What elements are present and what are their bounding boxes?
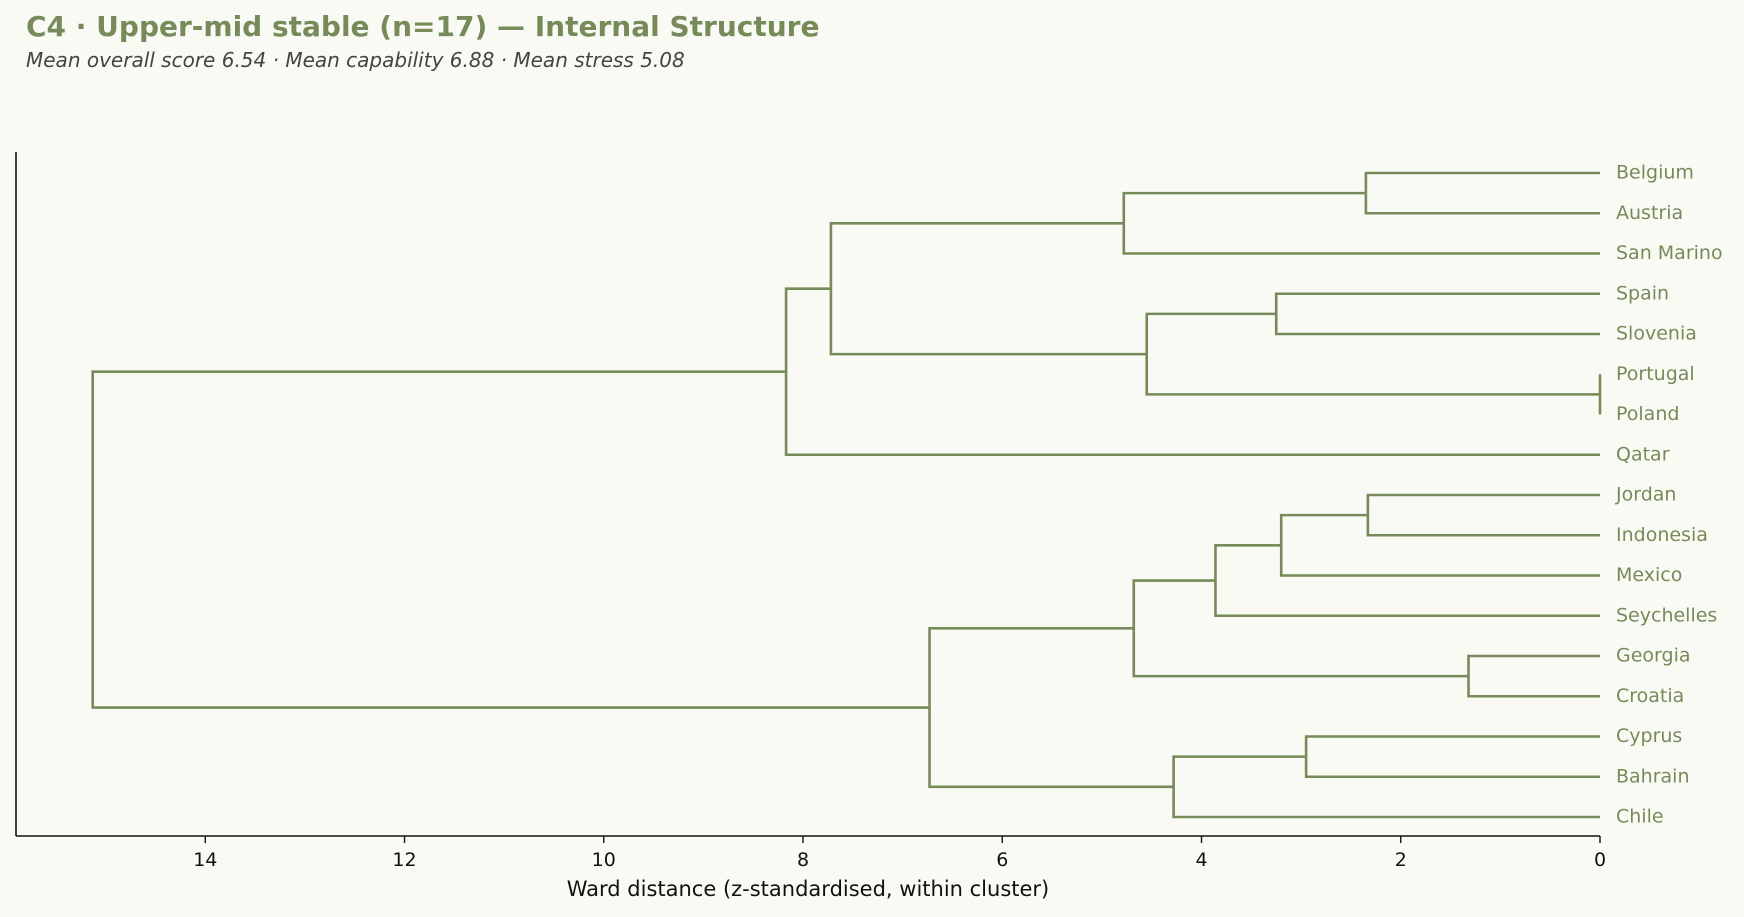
- x-axis-label: Ward distance (z-standardised, within cl…: [567, 877, 1050, 901]
- dendrogram-link-m11: [1467, 654, 1600, 698]
- dendrogram-link-m2: [1122, 191, 1600, 255]
- leaf-label-jordan: Jordan: [1615, 484, 1676, 506]
- leaf-label-bahrain: Bahrain: [1616, 765, 1690, 787]
- leaf-label-georgia: Georgia: [1616, 645, 1691, 667]
- leaf-label-poland: Poland: [1616, 403, 1679, 425]
- leaf-label-austria: Austria: [1616, 202, 1683, 224]
- leaf-label-chile: Chile: [1616, 806, 1664, 828]
- x-tick-label-14: 14: [193, 849, 217, 871]
- chart-subtitle: Mean overall score 6.54 · Mean capabilit…: [26, 48, 685, 72]
- leaf-label-cyprus: Cyprus: [1616, 725, 1682, 747]
- x-tick-label-4: 4: [1195, 849, 1207, 871]
- dendrogram-link-m12: [1132, 579, 1469, 678]
- dendrogram-link-m5: [1145, 312, 1600, 396]
- dendrogram-link-m16: [91, 370, 930, 709]
- leaf-label-slovenia: Slovenia: [1616, 323, 1697, 345]
- dendrogram-link-m8: [1366, 493, 1600, 537]
- leaf-label-qatar: Qatar: [1616, 443, 1670, 465]
- x-tick-label-0: 0: [1594, 849, 1606, 871]
- dendrogram-link-m15: [928, 627, 1174, 789]
- leaf-label-croatia: Croatia: [1616, 685, 1684, 707]
- dendrogram-link-m3: [1274, 292, 1600, 336]
- leaf-label-indonesia: Indonesia: [1616, 524, 1708, 546]
- x-tick-label-12: 12: [392, 849, 416, 871]
- chart-title: C4 · Upper-mid stable (n=17) — Internal …: [26, 10, 820, 43]
- leaf-label-seychelles: Seychelles: [1616, 604, 1717, 626]
- dendrogram-link-m9: [1279, 513, 1600, 577]
- x-tick-label-8: 8: [797, 849, 809, 871]
- dendrogram-link-m10: [1214, 544, 1600, 618]
- leaf-label-mexico: Mexico: [1616, 564, 1682, 586]
- leaf-label-portugal: Portugal: [1616, 363, 1695, 385]
- leaf-label-belgium: Belgium: [1616, 162, 1694, 184]
- x-tick-label-6: 6: [996, 849, 1008, 871]
- x-tick-label-10: 10: [592, 849, 616, 871]
- leaf-label-san-marino: San Marino: [1616, 242, 1723, 264]
- leaf-label-spain: Spain: [1616, 282, 1669, 304]
- dendrogram-link-m14: [1172, 755, 1600, 819]
- dendrogram-link-m13: [1304, 735, 1600, 779]
- x-tick-label-2: 2: [1395, 849, 1407, 871]
- dendrogram-link-m1: [1364, 171, 1600, 215]
- dendrogram-link-m6: [829, 222, 1147, 356]
